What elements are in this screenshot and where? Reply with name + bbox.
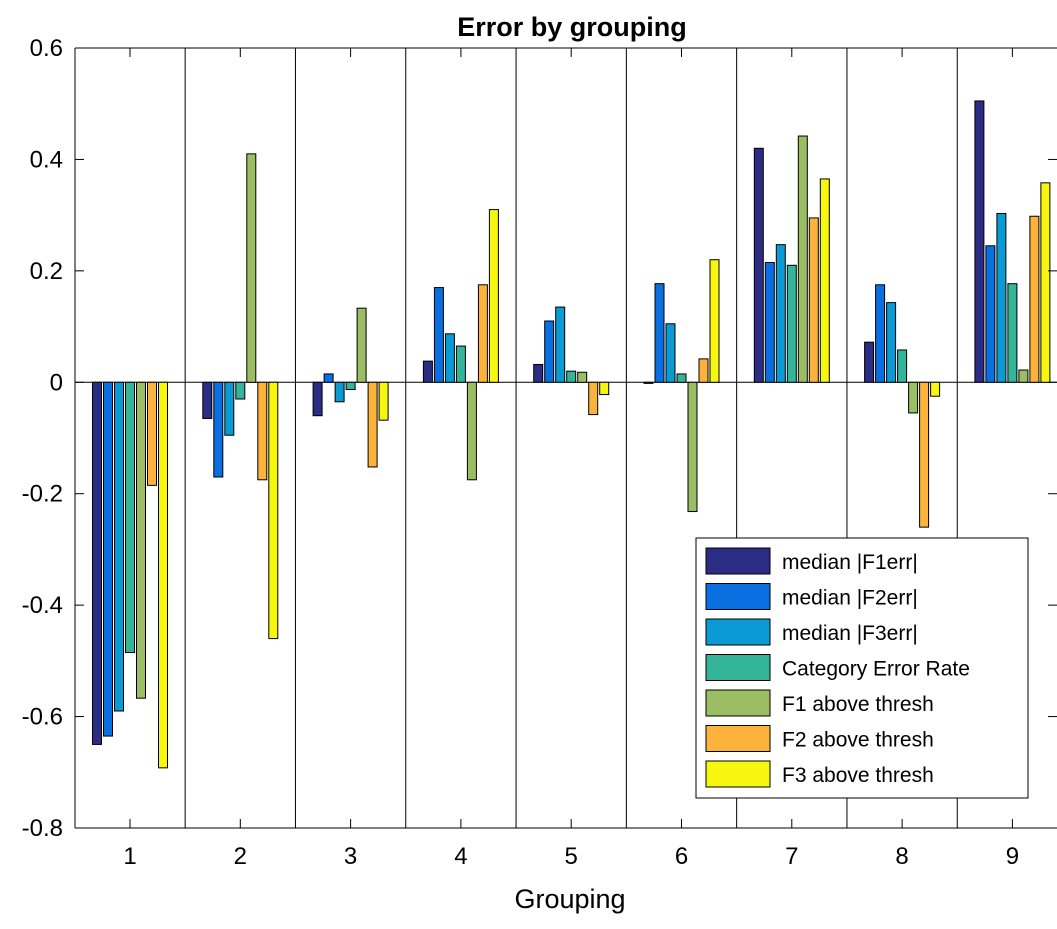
bar bbox=[268, 381, 279, 640]
bar bbox=[1040, 182, 1051, 383]
bar bbox=[775, 244, 786, 383]
bar bbox=[224, 381, 235, 436]
legend-label: median |F3err| bbox=[782, 622, 918, 645]
bar bbox=[433, 287, 444, 383]
plot-area: -0.8 -0.6 -0.4 -0.2 0 0.2 0.4 0.6 1 2 3 4 5 6 7 8 9 bbox=[22, 35, 1057, 870]
legend-label: F3 above thresh bbox=[782, 764, 934, 787]
legend-swatch bbox=[705, 760, 771, 788]
bar bbox=[764, 262, 775, 383]
bar bbox=[996, 212, 1007, 383]
bar bbox=[455, 345, 466, 383]
y-tick-label: -0.6 bbox=[22, 704, 63, 731]
bar bbox=[599, 381, 610, 396]
x-tick-label: 5 bbox=[565, 843, 578, 870]
y-tick-label: -0.2 bbox=[22, 481, 63, 508]
bar bbox=[235, 381, 246, 400]
bar bbox=[753, 147, 764, 383]
bar bbox=[886, 302, 897, 383]
bar bbox=[897, 349, 908, 383]
legend-swatch bbox=[705, 654, 771, 681]
bar bbox=[488, 209, 499, 383]
x-axis-title: Grouping bbox=[514, 884, 625, 914]
bar bbox=[687, 381, 698, 513]
x-tick-label: 1 bbox=[123, 843, 136, 870]
x-tick-label: 9 bbox=[1006, 843, 1019, 870]
bar bbox=[577, 371, 588, 383]
bar bbox=[466, 381, 477, 481]
x-tick-label: 7 bbox=[785, 843, 798, 870]
bar bbox=[864, 341, 875, 383]
bar bbox=[555, 306, 566, 383]
bar bbox=[356, 307, 367, 383]
bar bbox=[919, 381, 930, 528]
legend-label: median |F2err| bbox=[782, 587, 918, 610]
bar bbox=[709, 259, 720, 383]
bar bbox=[643, 381, 654, 384]
bar bbox=[930, 381, 941, 397]
bar bbox=[676, 373, 687, 383]
legend-label: median |F1err| bbox=[782, 551, 918, 574]
bar bbox=[808, 217, 819, 383]
bar bbox=[533, 363, 544, 383]
bar bbox=[908, 381, 919, 414]
bar bbox=[312, 381, 323, 417]
bar bbox=[367, 381, 378, 468]
bar bbox=[257, 381, 268, 481]
bar bbox=[422, 360, 433, 383]
bar bbox=[202, 381, 213, 419]
bar bbox=[1018, 369, 1029, 383]
bar bbox=[378, 381, 389, 421]
bar bbox=[147, 381, 157, 486]
legend-label: F2 above thresh bbox=[782, 729, 934, 752]
y-tick-label: 0.6 bbox=[30, 35, 63, 62]
x-tick-label: 6 bbox=[675, 843, 688, 870]
bar bbox=[444, 333, 455, 383]
bar bbox=[1029, 215, 1040, 383]
bar bbox=[786, 264, 797, 383]
bar bbox=[1007, 283, 1018, 383]
y-tick-label: 0 bbox=[50, 369, 63, 396]
legend-swatch bbox=[705, 583, 771, 610]
bar bbox=[103, 381, 113, 737]
y-tick-label: 0.4 bbox=[30, 146, 63, 173]
bar bbox=[985, 245, 996, 383]
chart-title: Error by grouping bbox=[457, 12, 687, 42]
legend-swatch bbox=[705, 547, 771, 575]
bar bbox=[819, 178, 830, 383]
bar bbox=[323, 373, 334, 383]
bar bbox=[334, 381, 345, 403]
bar bbox=[92, 381, 102, 745]
bar bbox=[588, 381, 599, 416]
bar bbox=[665, 323, 676, 383]
bar bbox=[158, 381, 168, 769]
legend: median |F1err| median |F2err| median |F3er… bbox=[695, 537, 1029, 799]
legend-label: Category Error Rate bbox=[782, 658, 970, 681]
bar bbox=[125, 381, 135, 653]
bar bbox=[698, 358, 709, 383]
x-tick-label: 2 bbox=[234, 843, 247, 870]
bar bbox=[345, 381, 356, 391]
y-tick-label: 0.2 bbox=[30, 258, 63, 285]
y-tick-label: -0.4 bbox=[22, 592, 63, 619]
x-tick-label: 3 bbox=[344, 843, 357, 870]
bar bbox=[544, 320, 555, 383]
legend-label: F1 above thresh bbox=[782, 693, 934, 716]
legend-swatch bbox=[705, 725, 771, 752]
bar bbox=[566, 370, 577, 383]
x-tick-label: 8 bbox=[895, 843, 908, 870]
bar bbox=[114, 381, 124, 712]
legend-swatch bbox=[705, 689, 771, 717]
bar bbox=[974, 100, 985, 383]
bar bbox=[477, 284, 488, 383]
bar bbox=[654, 283, 665, 383]
y-tick-label: -0.8 bbox=[22, 815, 63, 842]
bar bbox=[875, 284, 886, 383]
legend-swatch bbox=[705, 618, 771, 646]
bar bbox=[797, 135, 808, 383]
bar bbox=[246, 153, 257, 383]
bar bbox=[136, 381, 146, 699]
bar bbox=[213, 381, 224, 478]
x-tick-label: 4 bbox=[454, 843, 467, 870]
